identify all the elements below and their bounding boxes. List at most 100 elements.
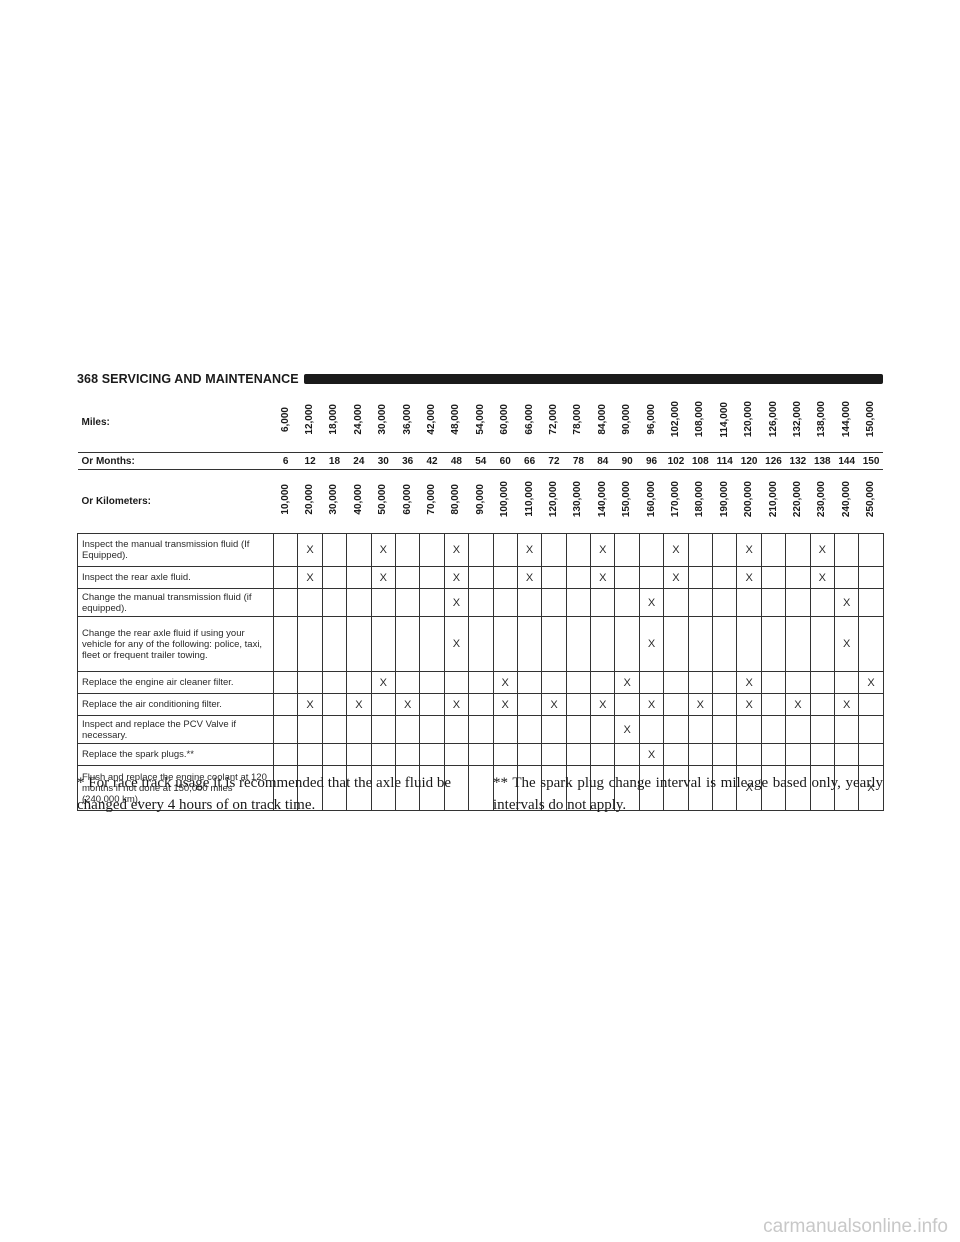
empty-cell — [638, 566, 665, 589]
empty-cell — [394, 588, 421, 617]
miles-cell: 24,000 — [346, 392, 372, 453]
months-value: 84 — [590, 452, 615, 470]
kilometers-cell: 110,000 — [517, 469, 542, 534]
empty-cell — [687, 743, 714, 766]
empty-cell — [565, 765, 592, 811]
empty-cell — [712, 566, 738, 589]
empty-cell — [394, 533, 421, 567]
empty-cell — [663, 693, 689, 716]
empty-cell — [687, 671, 714, 694]
kilometers-value: 80,000 — [450, 483, 462, 515]
kilometers-cell: 190,000 — [712, 469, 737, 534]
months-value: 42 — [419, 452, 445, 470]
empty-cell — [809, 765, 835, 811]
empty-cell — [492, 533, 518, 567]
kilometers-cell: 80,000 — [444, 469, 469, 534]
task-label: Replace the spark plugs.** — [77, 743, 274, 766]
empty-cell — [297, 715, 323, 744]
header-rule — [303, 374, 883, 384]
empty-cell — [516, 616, 543, 672]
empty-cell — [321, 616, 348, 672]
miles-value: 108,000 — [694, 401, 706, 438]
empty-cell — [785, 616, 811, 672]
empty-cell — [419, 616, 445, 672]
empty-cell — [346, 566, 372, 589]
service-mark: X — [833, 588, 860, 617]
empty-cell — [833, 765, 860, 811]
service-mark: X — [443, 693, 470, 716]
empty-cell — [419, 693, 445, 716]
empty-cell — [638, 533, 665, 567]
empty-cell — [419, 588, 445, 617]
empty-cell — [492, 743, 518, 766]
empty-cell — [687, 616, 714, 672]
service-mark: X — [687, 693, 714, 716]
miles-cell: 102,000 — [663, 392, 689, 453]
service-mark: X — [516, 566, 543, 589]
kilometers-cell: 90,000 — [468, 469, 494, 534]
miles-cell: 138,000 — [810, 392, 835, 453]
kilometers-value: 190,000 — [718, 480, 730, 518]
empty-cell — [541, 533, 567, 567]
empty-cell — [565, 566, 592, 589]
service-mark: X — [736, 566, 762, 589]
empty-cell — [638, 671, 665, 694]
months-value: 36 — [395, 452, 420, 470]
months-value: 66 — [517, 452, 542, 470]
miles-value: 138,000 — [816, 401, 828, 438]
empty-cell — [346, 671, 372, 694]
miles-value: 90,000 — [621, 404, 633, 435]
empty-cell — [565, 588, 592, 617]
miles-value: 66,000 — [523, 404, 535, 435]
miles-value: 60,000 — [499, 404, 511, 435]
task-row: Inspect and replace the PCV Valve if nec… — [77, 715, 884, 744]
empty-cell — [760, 743, 787, 766]
months-value: 132 — [785, 452, 811, 470]
empty-cell — [272, 588, 299, 617]
empty-cell — [394, 671, 421, 694]
task-label: Replace the engine air cleaner filter. — [77, 671, 274, 694]
empty-cell — [346, 743, 372, 766]
service-mark: X — [346, 693, 372, 716]
miles-value: 144,000 — [840, 401, 852, 438]
empty-cell — [614, 566, 640, 589]
kilometers-value: 240,000 — [840, 480, 852, 518]
empty-cell — [760, 671, 787, 694]
miles-cell: 12,000 — [297, 392, 323, 453]
miles-value: 30,000 — [377, 404, 389, 435]
service-mark: X — [785, 693, 811, 716]
empty-cell — [346, 616, 372, 672]
miles-value: 42,000 — [426, 404, 438, 435]
service-mark: X — [590, 533, 616, 567]
empty-cell — [712, 715, 738, 744]
service-mark: X — [614, 671, 640, 694]
empty-cell — [809, 693, 835, 716]
empty-cell — [809, 743, 835, 766]
service-mark: X — [663, 566, 689, 589]
service-mark: X — [638, 616, 665, 672]
empty-cell — [468, 533, 494, 567]
empty-cell — [760, 588, 787, 617]
miles-cell: 30,000 — [371, 392, 396, 453]
empty-cell — [858, 743, 884, 766]
empty-cell — [272, 743, 299, 766]
service-mark: X — [297, 533, 323, 567]
empty-cell — [272, 671, 299, 694]
empty-cell — [516, 671, 543, 694]
watermark: carmanualsonline.info — [763, 1216, 948, 1237]
empty-cell — [785, 533, 811, 567]
empty-cell — [419, 765, 445, 811]
months-value: 108 — [688, 452, 713, 470]
service-mark: X — [516, 533, 543, 567]
miles-cell: 132,000 — [785, 392, 811, 453]
miles-cell: 96,000 — [639, 392, 664, 453]
kilometers-value: 90,000 — [474, 483, 486, 515]
empty-cell — [541, 715, 567, 744]
kilometers-cell: 220,000 — [785, 469, 811, 534]
miles-cell: 48,000 — [444, 392, 469, 453]
empty-cell — [297, 743, 323, 766]
kilometers-cell: 180,000 — [688, 469, 713, 534]
service-mark: X — [833, 693, 860, 716]
empty-cell — [614, 693, 640, 716]
miles-value: 18,000 — [328, 404, 340, 435]
